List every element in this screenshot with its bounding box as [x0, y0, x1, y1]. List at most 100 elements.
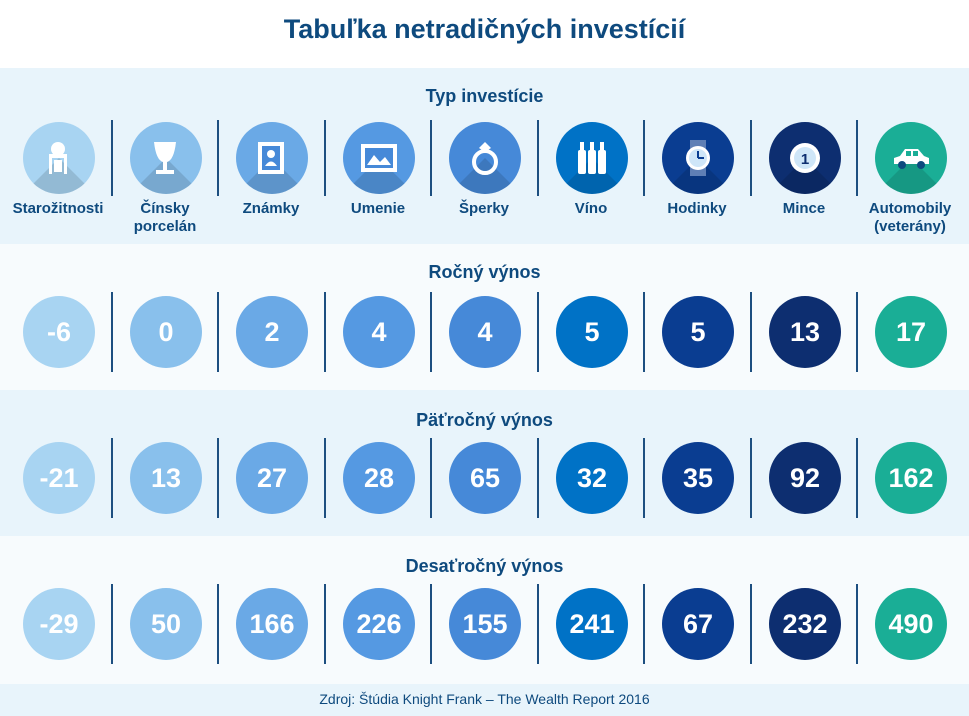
value-cell: 155: [431, 584, 537, 664]
column-divider: [750, 292, 752, 372]
series-title-1: Ročný výnos: [428, 262, 541, 282]
car-icon: [875, 122, 947, 194]
vase-icon: [130, 122, 202, 194]
value-circle: 13: [769, 296, 841, 368]
category-row: Starožitnosti Čínsky porcelán Známky Umenie…: [0, 118, 969, 238]
series-row-3: -29 50 166 226 155 241 67 232 490: [0, 584, 969, 664]
column-divider: [430, 120, 432, 196]
category-label: Mince: [782, 200, 826, 217]
column-divider: [324, 438, 326, 518]
series-band-2: Päťročný výnos -21 13 27 28 65 32 35 92 162: [0, 390, 969, 536]
value-circle: 5: [662, 296, 734, 368]
value-cell: 65: [431, 438, 537, 518]
column-divider: [217, 120, 219, 196]
value-circle: 0: [130, 296, 202, 368]
value-cell: -6: [5, 292, 111, 372]
column-divider: [856, 438, 858, 518]
value-cell: -29: [5, 584, 111, 664]
column-divider: [217, 438, 219, 518]
value-circle: -6: [23, 296, 95, 368]
stamp-icon: [236, 122, 308, 194]
value-circle: 155: [449, 588, 521, 660]
coin-icon: 1: [769, 122, 841, 194]
column-divider: [643, 584, 645, 664]
value-circle: 13: [130, 442, 202, 514]
value-cell: 4: [325, 292, 431, 372]
value-circle: 50: [130, 588, 202, 660]
column-divider: [111, 292, 113, 372]
column-divider: [856, 584, 858, 664]
value-circle: 2: [236, 296, 308, 368]
category-cell: Umenie: [325, 118, 431, 217]
value-cell: 5: [538, 292, 644, 372]
value-cell: 2: [218, 292, 324, 372]
watch-icon: [662, 122, 734, 194]
value-cell: 166: [218, 584, 324, 664]
value-cell: 13: [751, 292, 857, 372]
ring-icon: [449, 122, 521, 194]
value-cell: 0: [112, 292, 218, 372]
column-divider: [430, 584, 432, 664]
category-label: Známky: [242, 200, 300, 217]
category-cell: Víno: [538, 118, 644, 217]
column-divider: [111, 438, 113, 518]
value-cell: 32: [538, 438, 644, 518]
category-label: Šperky: [458, 200, 510, 217]
value-circle: 28: [343, 442, 415, 514]
value-circle: 65: [449, 442, 521, 514]
value-cell: 27: [218, 438, 324, 518]
column-divider: [111, 120, 113, 196]
column-divider: [324, 120, 326, 196]
column-divider: [643, 438, 645, 518]
column-divider: [750, 120, 752, 196]
value-cell: 5: [644, 292, 750, 372]
column-divider: [643, 292, 645, 372]
column-divider: [856, 292, 858, 372]
value-cell: -21: [5, 438, 111, 518]
value-circle: 17: [875, 296, 947, 368]
value-cell: 226: [325, 584, 431, 664]
category-cell: Hodinky: [644, 118, 750, 217]
value-cell: 13: [112, 438, 218, 518]
column-divider: [324, 584, 326, 664]
column-divider: [537, 292, 539, 372]
value-circle: 162: [875, 442, 947, 514]
value-circle: -21: [23, 442, 95, 514]
column-divider: [856, 120, 858, 196]
category-label: Čínsky porcelán: [133, 200, 197, 235]
category-cell: Šperky: [431, 118, 537, 217]
category-label: Automobily (veterány): [868, 200, 952, 235]
series-row-2: -21 13 27 28 65 32 35 92 162: [0, 438, 969, 518]
value-cell: 490: [857, 584, 963, 664]
value-cell: 35: [644, 438, 750, 518]
chair-icon: [23, 122, 95, 194]
category-label: Starožitnosti: [12, 200, 104, 217]
category-band: Typ investície Starožitnosti Čínsky porce…: [0, 68, 969, 244]
value-cell: 28: [325, 438, 431, 518]
category-cell: Čínsky porcelán: [112, 118, 218, 235]
series-band-1: Ročný výnos -6 0 2 4 4 5 5 13 17: [0, 244, 969, 390]
value-circle: 5: [556, 296, 628, 368]
value-circle: 4: [343, 296, 415, 368]
column-divider: [750, 584, 752, 664]
value-circle: 241: [556, 588, 628, 660]
category-cell: Automobily (veterány): [857, 118, 963, 235]
category-cell: Starožitnosti: [5, 118, 111, 217]
column-divider: [217, 584, 219, 664]
painting-icon: [343, 122, 415, 194]
value-circle: 4: [449, 296, 521, 368]
series-title-2: Päťročný výnos: [416, 410, 553, 430]
series-title-3: Desaťročný výnos: [405, 556, 564, 576]
wine-bottles-icon: [556, 122, 628, 194]
value-cell: 50: [112, 584, 218, 664]
value-cell: 241: [538, 584, 644, 664]
value-circle: 67: [662, 588, 734, 660]
series-band-3: Desaťročný výnos -29 50 166 226 155 241 67 232 4…: [0, 536, 969, 684]
category-header: Typ investície: [425, 86, 544, 106]
category-label: Umenie: [350, 200, 406, 217]
column-divider: [430, 438, 432, 518]
value-circle: -29: [23, 588, 95, 660]
value-circle: 232: [769, 588, 841, 660]
value-cell: 92: [751, 438, 857, 518]
value-cell: 232: [751, 584, 857, 664]
